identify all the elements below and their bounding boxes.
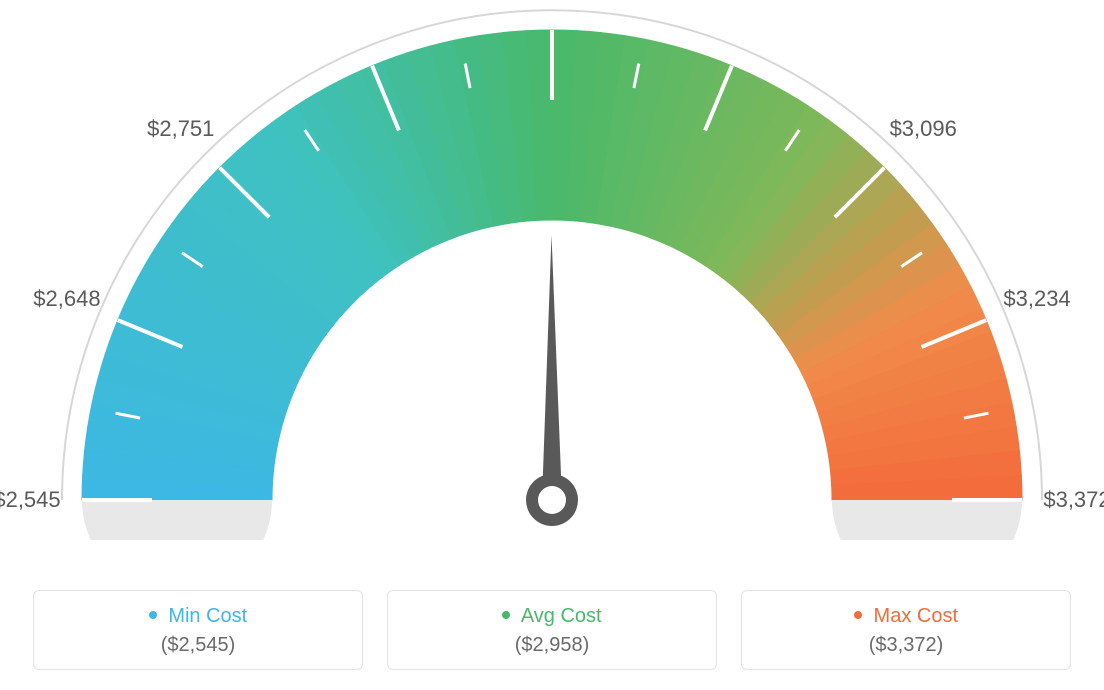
legend-value-avg: ($2,958) [398, 634, 706, 657]
gauge-tick-label: $3,372 [1043, 487, 1104, 513]
legend-title-text: Min Cost [168, 605, 247, 627]
legend-title-text: Max Cost [874, 605, 958, 627]
legend-title-max: Max Cost [752, 605, 1060, 628]
dot-icon [502, 611, 510, 619]
gauge-tick-label: $2,545 [0, 487, 61, 513]
legend-title-avg: Avg Cost [398, 605, 706, 628]
gauge-tick-label: $3,234 [1003, 286, 1070, 312]
gauge-tick-label: $2,751 [147, 116, 214, 142]
legend-title-text: Avg Cost [521, 605, 602, 627]
cost-gauge-chart: $2,545$2,648$2,751$2,958$3,096$3,234$3,3… [0, 0, 1104, 540]
dot-icon [854, 611, 862, 619]
legend-value-min: ($2,545) [44, 634, 352, 657]
legend-card-min: Min Cost ($2,545) [33, 590, 363, 670]
legend-row: Min Cost ($2,545) Avg Cost ($2,958) Max … [0, 590, 1104, 670]
dot-icon [149, 611, 157, 619]
gauge-tick-label: $3,096 [890, 116, 957, 142]
legend-card-max: Max Cost ($3,372) [741, 590, 1071, 670]
legend-title-min: Min Cost [44, 605, 352, 628]
legend-card-avg: Avg Cost ($2,958) [387, 590, 717, 670]
legend-value-max: ($3,372) [752, 634, 1060, 657]
gauge-tick-label: $2,648 [33, 286, 100, 312]
gauge-svg [0, 0, 1104, 540]
